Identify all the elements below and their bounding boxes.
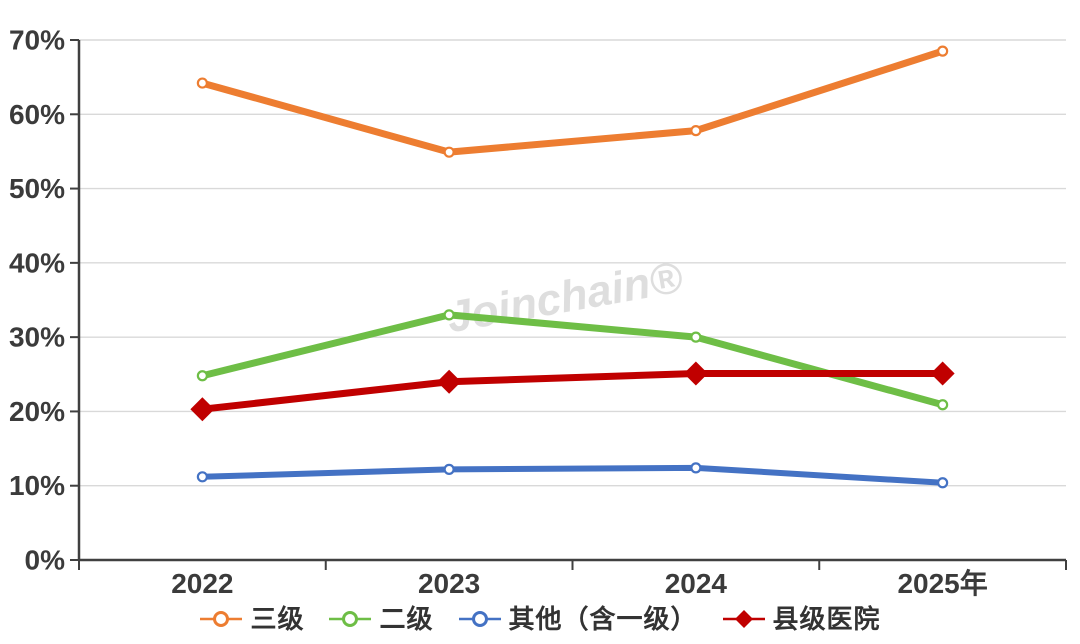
- data-point-circle: [443, 463, 455, 475]
- data-point-circle: [196, 370, 208, 382]
- legend-label-tier2: 二级: [379, 604, 434, 634]
- data-point-diamond: [683, 361, 708, 386]
- legend-item-tier2: 二级: [328, 606, 433, 632]
- y-tick-label: 50%: [9, 173, 65, 204]
- watermark-text: Joinchain®: [443, 253, 686, 343]
- data-point-circle: [937, 399, 949, 411]
- legend-item-other: 其他（含一级）: [458, 606, 698, 632]
- legend-item-tier3: 三级: [199, 606, 304, 632]
- legend-label-tier3: 三级: [250, 604, 305, 634]
- data-point-circle: [196, 471, 208, 483]
- legend-marker-tier3-icon: [200, 611, 243, 627]
- series-line-3: [198, 370, 947, 413]
- y-tick-label: 70%: [9, 25, 65, 56]
- data-point-circle: [196, 77, 208, 89]
- data-point-circle: [937, 45, 949, 57]
- data-point-diamond: [930, 361, 955, 386]
- x-tick-label: 2023: [418, 568, 480, 599]
- y-tick-label: 40%: [9, 247, 65, 278]
- legend-item-county: 县级医院: [722, 606, 881, 632]
- y-axis-labels: 0% 10% 20% 30% 40% 50% 60% 70%: [9, 25, 65, 576]
- legend-marker-county-icon: [722, 610, 765, 628]
- data-point-circle: [443, 146, 455, 158]
- chart-legend: 三级 二级 其他（含一级） 县级医院: [0, 599, 1080, 639]
- legend-label-county: 县级医院: [772, 604, 881, 634]
- axes: [70, 39, 1067, 570]
- series-line-1: [198, 311, 947, 409]
- x-axis-labels: 2022 2023 2024 2025年: [171, 567, 988, 599]
- y-tick-label: 30%: [9, 322, 65, 353]
- data-point-diamond: [190, 397, 215, 422]
- legend-marker-other-icon: [458, 611, 501, 627]
- y-tick-label: 20%: [9, 396, 65, 427]
- series-line-0: [198, 47, 947, 156]
- gridlines: [79, 39, 1066, 487]
- legend-marker-tier2-icon: [329, 611, 372, 627]
- x-tick-label: 2022: [171, 568, 233, 599]
- x-tick-label: 2025年: [897, 567, 987, 599]
- data-point-circle: [443, 309, 455, 321]
- y-tick-label: 10%: [9, 470, 65, 501]
- data-point-circle: [690, 125, 702, 137]
- data-point-circle: [690, 462, 702, 474]
- data-point-diamond: [437, 369, 462, 394]
- y-tick-label: 0%: [25, 545, 66, 576]
- legend-label-other: 其他（含一级）: [508, 604, 698, 634]
- y-tick-label: 60%: [9, 99, 65, 130]
- data-point-circle: [937, 477, 949, 489]
- x-tick-label: 2024: [665, 568, 728, 599]
- data-point-circle: [690, 331, 702, 343]
- series-lines: [190, 45, 955, 489]
- series-line-2: [199, 464, 946, 486]
